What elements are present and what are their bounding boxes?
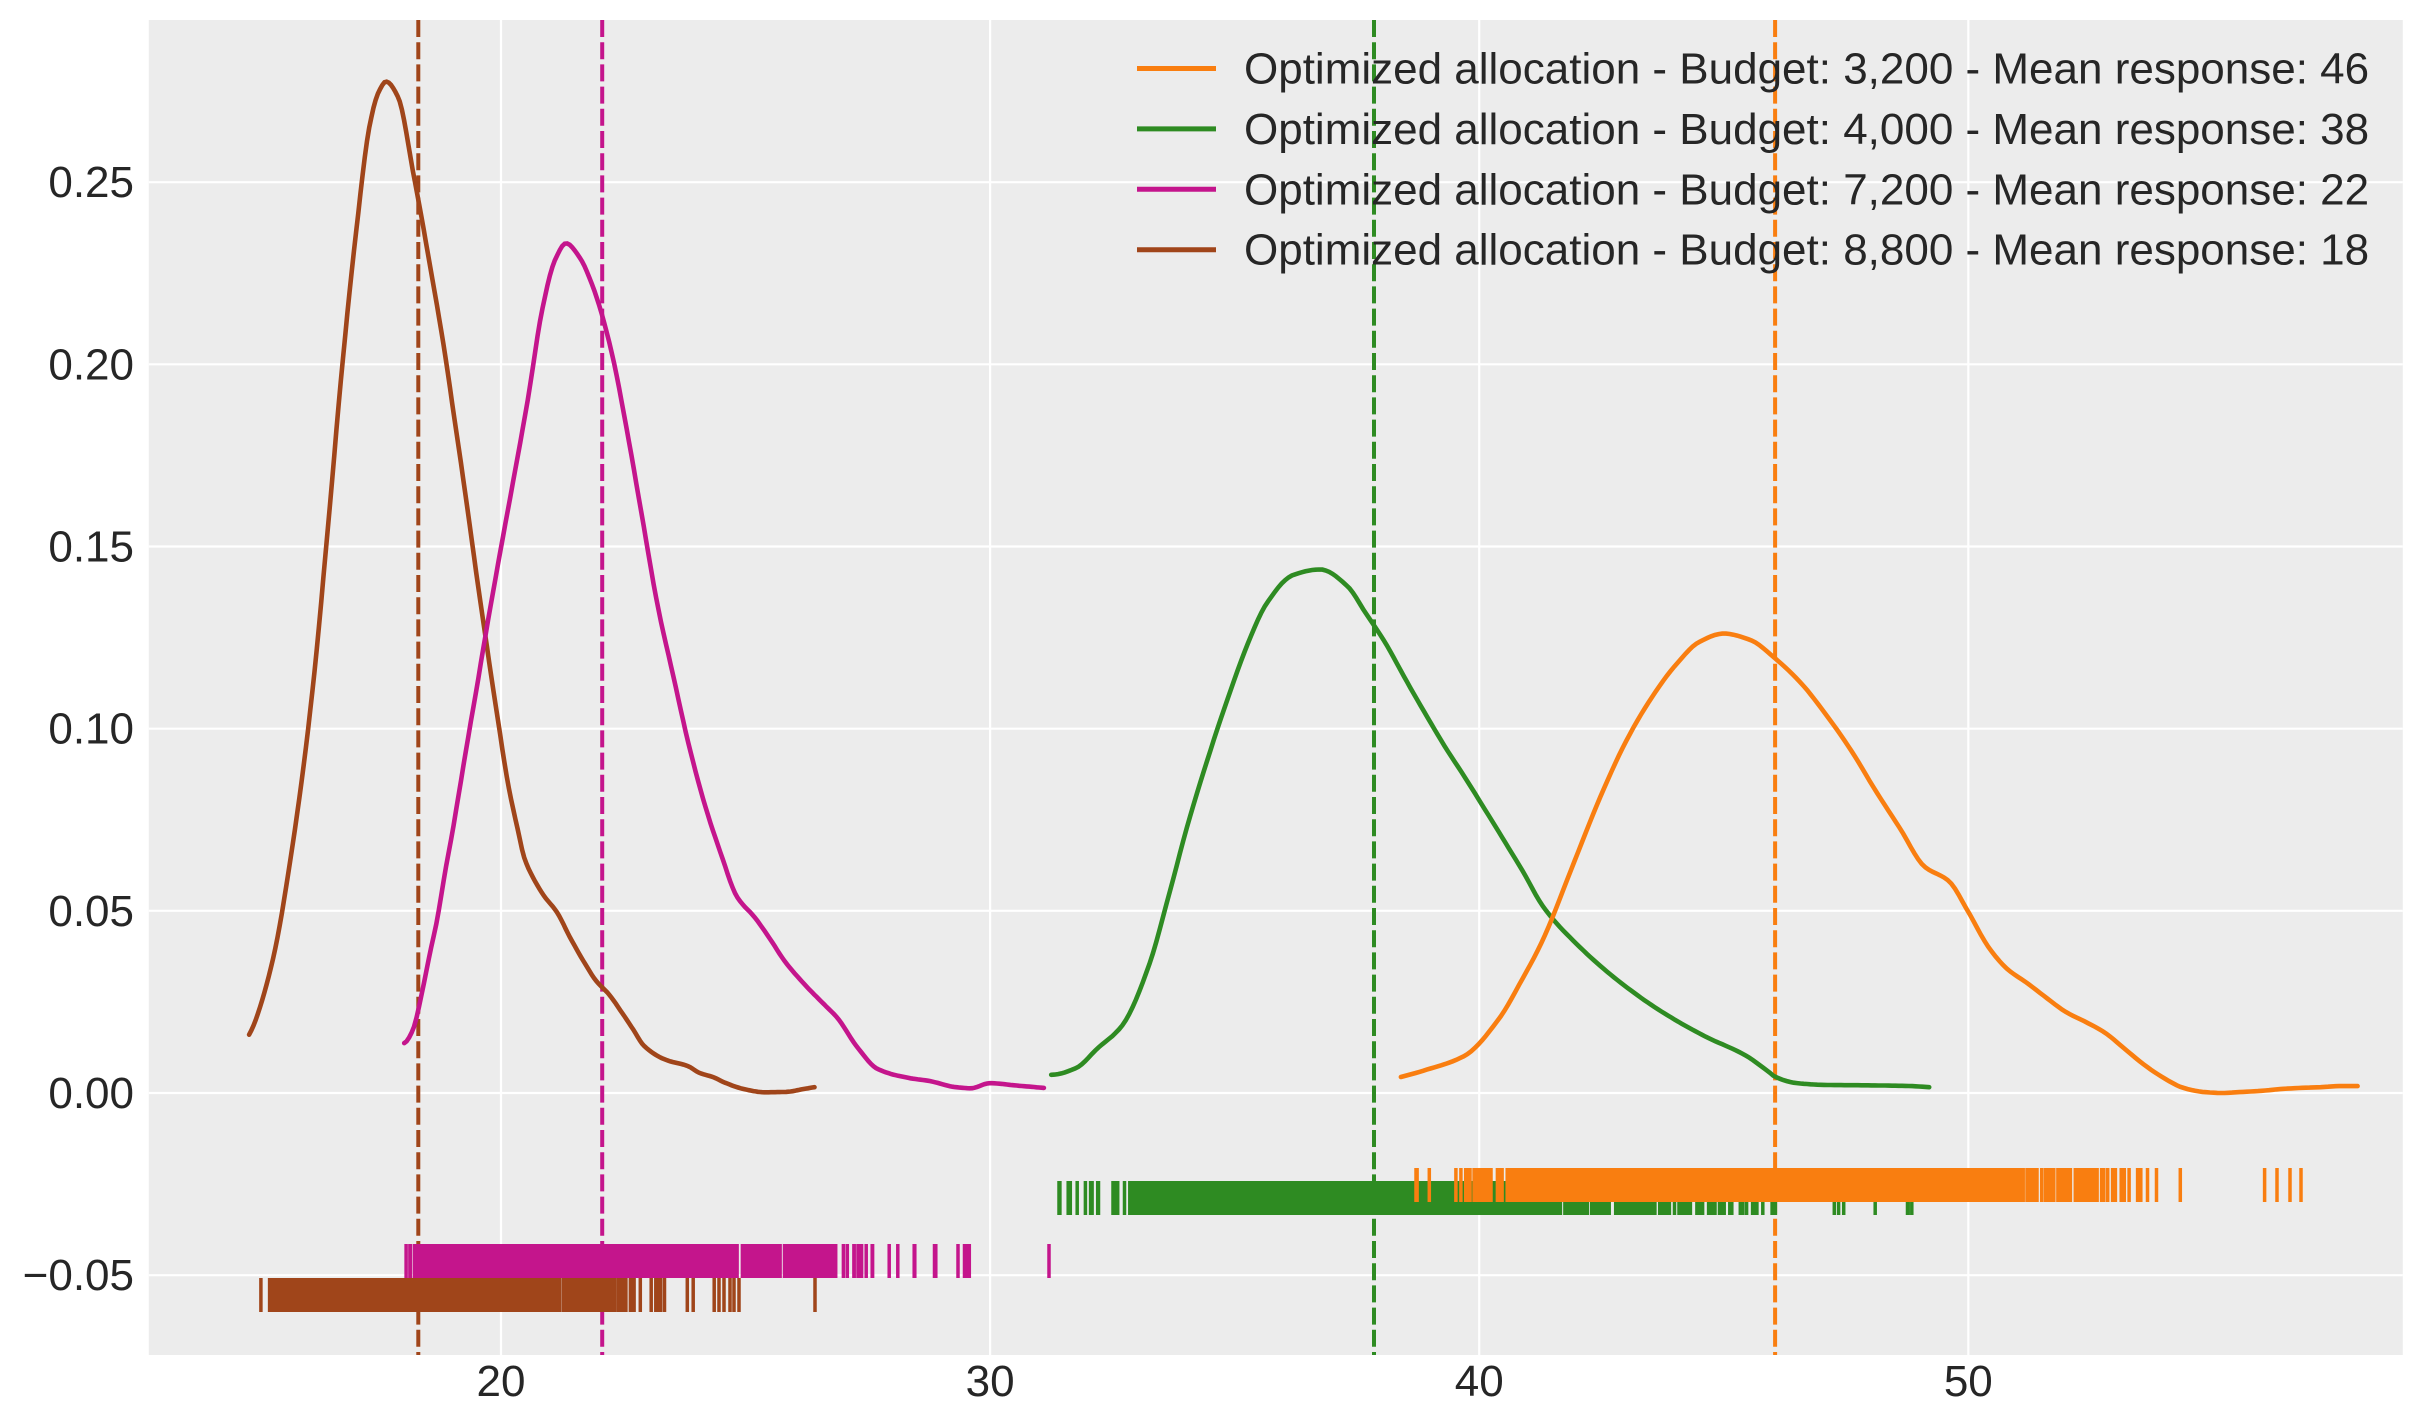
- svg-text:30: 30: [966, 1357, 1015, 1406]
- svg-text:0.05: 0.05: [48, 887, 134, 936]
- svg-text:0.10: 0.10: [48, 705, 134, 754]
- svg-text:40: 40: [1455, 1357, 1504, 1406]
- svg-text:Optimized allocation - Budget:: Optimized allocation - Budget: 4,000 - M…: [1244, 105, 2369, 154]
- svg-text:0.20: 0.20: [48, 340, 134, 389]
- svg-text:Optimized allocation - Budget:: Optimized allocation - Budget: 7,200 - M…: [1244, 165, 2369, 214]
- svg-text:0.15: 0.15: [48, 523, 134, 572]
- svg-text:50: 50: [1944, 1357, 1993, 1406]
- svg-text:0.00: 0.00: [48, 1069, 134, 1118]
- svg-text:−0.05: −0.05: [23, 1251, 134, 1300]
- svg-text:20: 20: [477, 1357, 526, 1406]
- svg-text:Optimized allocation - Budget:: Optimized allocation - Budget: 3,200 - M…: [1244, 45, 2369, 94]
- svg-text:Optimized allocation - Budget:: Optimized allocation - Budget: 8,800 - M…: [1244, 226, 2369, 275]
- svg-text:0.25: 0.25: [48, 158, 134, 207]
